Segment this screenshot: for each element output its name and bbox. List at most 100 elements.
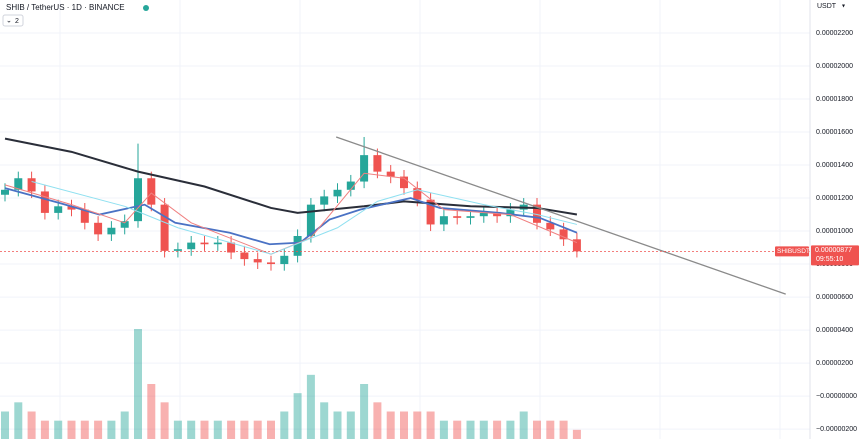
volume-bar xyxy=(267,420,275,439)
candle-body xyxy=(533,204,541,223)
candle-body xyxy=(227,242,236,253)
volume-bar xyxy=(14,402,23,439)
candle-body xyxy=(40,191,49,213)
candle-body xyxy=(200,242,209,245)
candle-body xyxy=(439,216,448,225)
y-tick-label: 0.00001600 xyxy=(816,129,853,136)
y-tick-label: 0.00000600 xyxy=(816,294,853,301)
y-tick-label: 0.00001000 xyxy=(816,228,853,235)
volume-bar xyxy=(533,420,541,439)
volume-bar xyxy=(240,420,249,439)
volume-bar xyxy=(40,420,49,439)
volume-bar xyxy=(27,411,36,439)
volume-bar xyxy=(360,384,369,439)
candle-body xyxy=(306,204,315,237)
currency-caret: ▾ xyxy=(842,4,845,10)
volume-bar xyxy=(306,374,315,439)
candle-body xyxy=(54,206,63,213)
candle-body xyxy=(320,196,329,205)
grid xyxy=(0,0,810,439)
volume-bar xyxy=(386,411,395,439)
price-badge xyxy=(811,245,859,266)
volume-bar xyxy=(280,411,289,439)
moving-average xyxy=(31,181,578,255)
volume-bar xyxy=(453,420,462,439)
candle-body xyxy=(240,252,249,260)
candle-body xyxy=(267,262,275,265)
indicator-toggle[interactable] xyxy=(2,14,24,27)
candle-body xyxy=(120,221,129,228)
volume-bar xyxy=(187,420,196,439)
candle-body xyxy=(187,242,196,250)
volume-bar xyxy=(200,420,209,439)
candle-body xyxy=(280,255,289,265)
candle-body xyxy=(80,209,89,223)
volume-bar xyxy=(413,411,422,439)
symbol-label: SHIBUSDT xyxy=(777,248,810,255)
volume-bar xyxy=(519,411,528,439)
y-tick-label: −0.00000200 xyxy=(816,426,857,433)
volume-bar xyxy=(1,411,9,439)
volume xyxy=(1,329,581,439)
volume-bar xyxy=(94,420,103,439)
candle-body xyxy=(173,249,182,251)
volume-bar xyxy=(173,420,182,439)
y-tick-label: 0.00001200 xyxy=(816,195,853,202)
candle-body xyxy=(253,259,262,263)
candle-body xyxy=(373,155,382,172)
countdown-label: 09:55:10 xyxy=(816,256,843,263)
volume-bar xyxy=(80,420,89,439)
y-tick-label: 0.00001800 xyxy=(816,96,853,103)
candle-body xyxy=(67,206,76,210)
volume-bar xyxy=(346,411,355,439)
plot xyxy=(0,136,810,295)
candle-body xyxy=(1,189,9,195)
candle-body xyxy=(360,155,369,182)
status-dot xyxy=(143,5,149,11)
volume-bar xyxy=(572,429,581,439)
candle-body xyxy=(559,229,568,240)
candle-body xyxy=(400,176,408,189)
candle-body xyxy=(466,216,475,218)
volume-bar xyxy=(426,411,435,439)
volume-bar xyxy=(320,402,329,439)
volume-bar xyxy=(67,420,76,439)
candle-body xyxy=(493,212,502,217)
volume-bar xyxy=(466,420,475,439)
y-tick-label: 0.00002000 xyxy=(816,63,853,70)
volume-bar xyxy=(293,393,302,439)
candle-body xyxy=(147,178,156,205)
candle-body xyxy=(27,178,36,192)
volume-bar xyxy=(160,402,169,439)
symbol-badge xyxy=(775,246,809,257)
volume-bar xyxy=(493,420,502,439)
candle-body xyxy=(213,242,222,245)
volume-bar xyxy=(227,420,236,439)
candle-body xyxy=(160,204,169,251)
volume-bar xyxy=(107,420,116,439)
candle-body xyxy=(293,236,302,256)
volume-bar xyxy=(147,384,156,439)
volume-bar xyxy=(479,420,488,439)
candle-body xyxy=(572,239,581,252)
chart-title: SHIB / TetherUS · 1D · BINANCE xyxy=(6,3,125,12)
volume-bar xyxy=(400,411,408,439)
candle-body xyxy=(14,178,23,190)
candle-body xyxy=(94,222,103,235)
volume-bar xyxy=(373,402,382,439)
y-tick-label: 0.00001400 xyxy=(816,162,853,169)
currency[interactable]: USDT xyxy=(817,3,837,10)
y-tick-label: 0.00002200 xyxy=(816,30,853,37)
candle-body xyxy=(333,189,342,197)
y-tick-label: 0.00000400 xyxy=(816,327,853,334)
volume-bar xyxy=(134,329,142,439)
volume-bar xyxy=(439,420,448,439)
candle-body xyxy=(134,178,142,222)
volume-bar xyxy=(506,420,515,439)
volume-bar xyxy=(54,420,63,439)
volume-bar xyxy=(120,411,129,439)
trendline xyxy=(335,136,786,295)
candle-body xyxy=(479,212,488,217)
